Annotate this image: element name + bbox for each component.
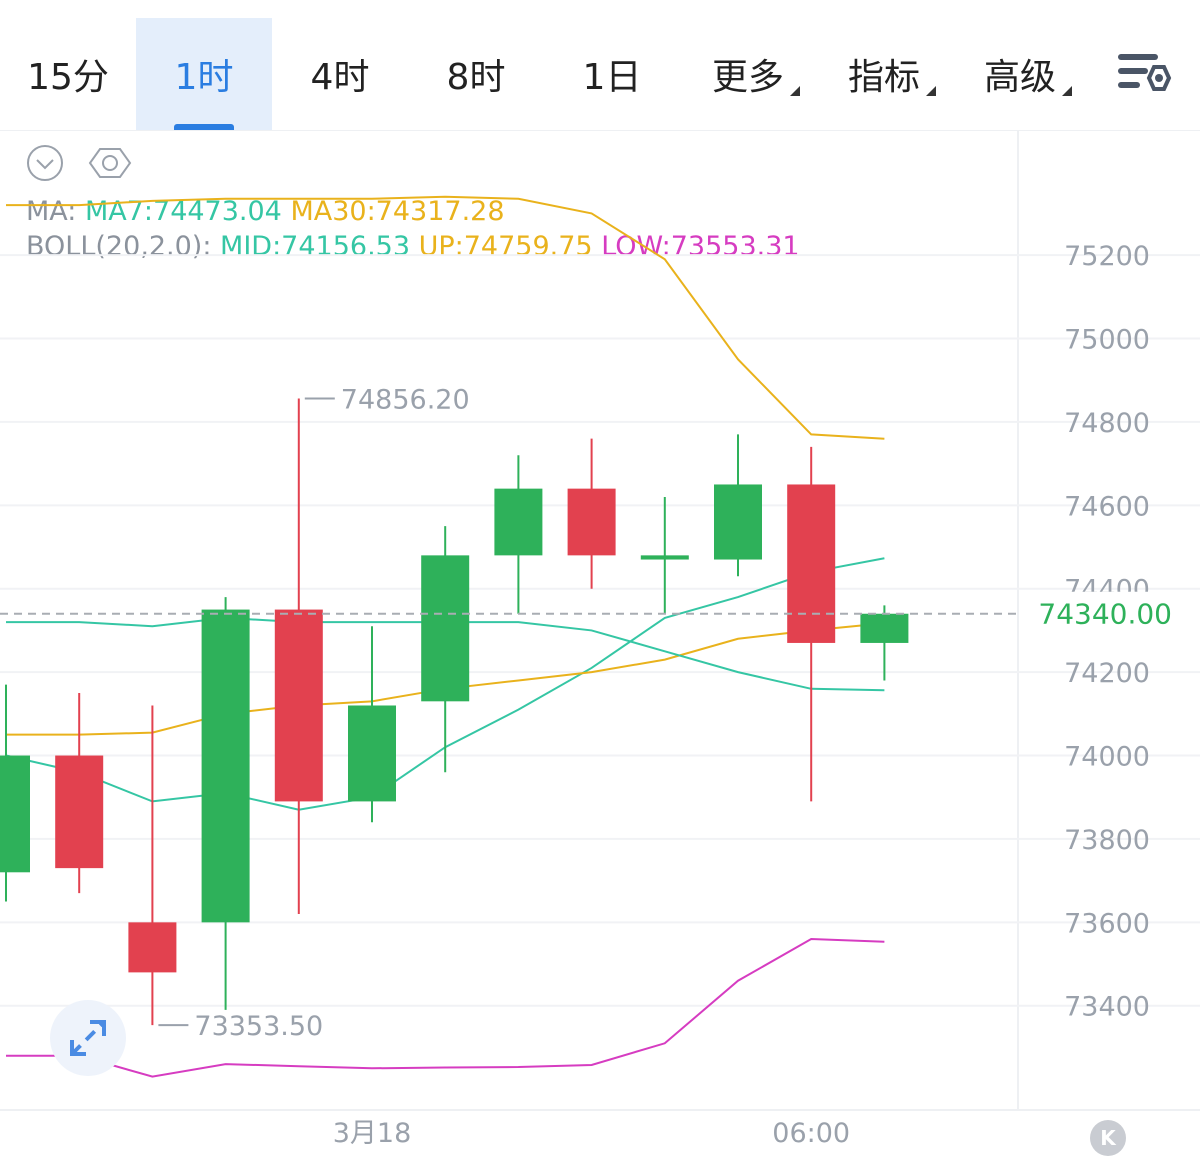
candle-body[interactable] [860, 613, 909, 643]
collapse-chevron-icon[interactable] [27, 145, 63, 181]
candle-body[interactable] [787, 484, 836, 643]
y-tick-label: 74200 [1064, 658, 1150, 689]
tab-1[interactable]: 1时 [136, 18, 272, 130]
candle-body[interactable] [567, 488, 616, 556]
y-tick-label: 75200 [1064, 241, 1150, 272]
current-price-tag [1020, 591, 1200, 636]
indicator-settings-icon[interactable] [88, 148, 132, 178]
tab-7[interactable]: 高级 [952, 18, 1088, 130]
candle-body[interactable] [348, 705, 396, 802]
min-price-label: 73353.50 [194, 1011, 323, 1042]
interval-tab-bar: 15分 1时 4时 8时 1日 更多 指标 高级 [0, 0, 1200, 131]
tab-label: 8时 [446, 57, 506, 98]
candle-body[interactable] [494, 488, 543, 556]
candle-body[interactable] [201, 609, 250, 923]
tab-3[interactable]: 8时 [408, 18, 544, 130]
y-tick-label: 73400 [1064, 992, 1150, 1023]
ma-legend-prefix: MA: [26, 196, 77, 227]
boll-low-value: LOW:73553.31 [601, 231, 800, 262]
tab-label: 高级 [984, 48, 1072, 100]
tab-label: 1日 [582, 57, 642, 98]
tab-label: 15分 [27, 57, 109, 98]
k-logo-icon: K [1090, 1120, 1126, 1156]
y-tick-label: 75000 [1064, 325, 1150, 356]
tab-label: 1时 [174, 57, 234, 98]
tab-4[interactable]: 1日 [544, 18, 680, 130]
chart-settings-icon[interactable] [1114, 50, 1174, 100]
tab-label: 更多 [712, 48, 800, 100]
candle-body[interactable] [274, 609, 323, 802]
candle-body[interactable] [55, 755, 104, 869]
boll-legend: BOLL(20,2.0): MID:74156.53 UP:74759.75 L… [26, 231, 800, 262]
candle-body[interactable] [128, 922, 177, 973]
y-tick-label: 73800 [1064, 825, 1150, 856]
boll-mid-value: MID:74156.53 [220, 231, 411, 262]
tab-6[interactable]: 指标 [816, 18, 952, 130]
y-tick-label: 74800 [1064, 408, 1150, 439]
dropdown-triangle-icon [1062, 86, 1072, 96]
tab-0[interactable]: 15分 [0, 18, 136, 130]
x-tick-label: 3月18 [333, 1118, 412, 1149]
boll-up-value: UP:74759.75 [418, 231, 593, 262]
series-line-low [6, 938, 885, 1078]
y-tick-label: 74000 [1064, 742, 1150, 773]
y-tick-label: 73600 [1064, 908, 1150, 939]
current-price-value: 74340.00 [1038, 598, 1172, 631]
candle-body[interactable] [714, 484, 762, 560]
x-tick-label: 06:00 [772, 1118, 850, 1149]
tab-label: 指标 [848, 48, 936, 100]
dropdown-triangle-icon [790, 86, 800, 96]
ma30-value: MA30:74317.28 [290, 196, 505, 227]
ma-legend: MA: MA7:74473.04 MA30:74317.28 [26, 196, 505, 227]
tab-5[interactable]: 更多 [680, 18, 816, 130]
expand-chart-button[interactable] [50, 1000, 126, 1076]
ma7-value: MA7:74473.04 [84, 196, 282, 227]
dropdown-triangle-icon [926, 86, 936, 96]
max-price-label: 74856.20 [341, 384, 470, 415]
candle-body[interactable] [421, 555, 470, 702]
tab-label: 4时 [310, 57, 370, 98]
active-tab-indicator [174, 124, 234, 130]
y-tick-label: 74600 [1064, 491, 1150, 522]
candle-body[interactable] [0, 755, 30, 873]
tab-2[interactable]: 4时 [272, 18, 408, 130]
chart-top-icons [26, 144, 146, 188]
boll-legend-prefix: BOLL(20,2.0): [26, 231, 212, 262]
candlestick-chart[interactable]: 7520075000748007460074400742007400073800… [0, 130, 1200, 1150]
expand-arrows-icon [70, 1020, 106, 1056]
series-line-up [6, 195, 885, 440]
candle-body[interactable] [640, 555, 689, 560]
